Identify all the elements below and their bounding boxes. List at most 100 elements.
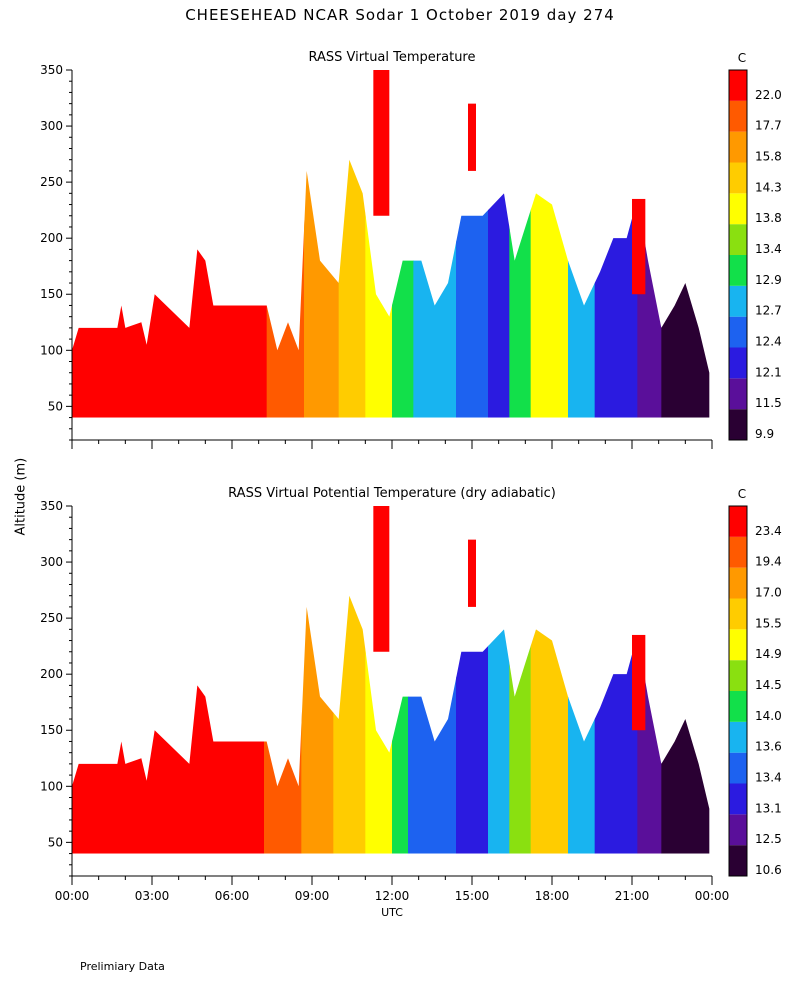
colorbar-swatch-1-1	[729, 378, 747, 410]
x-tick-label-8: 00:00	[695, 889, 730, 903]
x-tick-label-0: 00:00	[55, 889, 90, 903]
panel-2-title: RASS Virtual Potential Temperature (dry …	[228, 486, 556, 501]
colorbar-label-2-10: 19.4	[755, 555, 782, 569]
x-tick-label-3: 09:00	[295, 889, 330, 903]
heatmap-field-1	[72, 159, 710, 418]
colorbar-swatch-1-6	[729, 224, 747, 255]
heatmap-zone-1-13	[594, 159, 638, 418]
colorbar-swatch-1-0	[729, 409, 747, 440]
heatmap-patch-1-2	[468, 103, 476, 171]
heatmap-zone-2-13	[594, 595, 638, 854]
colorbar-swatch-1-4	[729, 285, 747, 317]
x-tick-label-7: 21:00	[615, 889, 650, 903]
heatmap-zone-2-15	[661, 595, 710, 854]
colorbar-label-2-7: 14.9	[755, 647, 782, 661]
colorbar-swatch-2-3	[729, 752, 747, 784]
heatmap-zone-2-7	[408, 595, 457, 854]
heatmap-zone-2-3	[301, 595, 334, 854]
heatmap-patch-1-1	[373, 70, 390, 216]
y-tick-label-1-350: 350	[40, 63, 63, 77]
colorbar-label-1-8: 14.3	[755, 180, 782, 194]
colorbar-label-2-3: 13.4	[755, 771, 782, 785]
colorbar-swatch-2-4	[729, 721, 747, 753]
colorbar-swatch-1-3	[729, 316, 747, 348]
y-tick-label-1-300: 300	[40, 119, 63, 133]
colorbar-unit-1: C	[738, 51, 746, 65]
colorbar-swatch-2-1	[729, 814, 747, 846]
colorbar-label-1-11: 22.0	[755, 88, 782, 102]
colorbar-swatch-2-6	[729, 660, 747, 691]
main-title: CHEESEHEAD NCAR Sodar 1 October 2019 day…	[185, 6, 615, 24]
heatmap-zone-2-4	[333, 595, 366, 854]
colorbar-label-1-2: 12.1	[755, 365, 782, 379]
colorbar-label-1-6: 13.4	[755, 242, 782, 256]
y-tick-label-2-350: 350	[40, 499, 63, 513]
colorbar-swatch-2-0	[729, 845, 747, 876]
heatmap-zone-1-2	[266, 159, 305, 418]
colorbar-frame-2	[728, 505, 748, 877]
heatmap-zone-1-3	[304, 159, 340, 418]
heatmap-zone-1-11	[530, 159, 569, 418]
y-tick-label-1-200: 200	[40, 231, 63, 245]
y-tick-label-2-50: 50	[48, 835, 63, 849]
colorbar-swatch-1-2	[729, 347, 747, 379]
y-tick-label-2-300: 300	[40, 555, 63, 569]
footnote: Prelimiary Data	[80, 960, 165, 973]
heatmap-zone-2-10	[509, 595, 532, 854]
colorbar-swatch-2-8	[729, 598, 747, 630]
colorbar-label-1-9: 15.8	[755, 150, 782, 164]
heatmap-zone-1-12	[568, 159, 596, 418]
heatmap-patch-2-1	[373, 506, 390, 652]
heatmap-patch-1-3	[632, 198, 646, 295]
y-tick-label-1-250: 250	[40, 175, 63, 189]
heatmap-zone-1-7	[413, 159, 457, 418]
colorbar-label-2-11: 23.4	[755, 524, 782, 538]
colorbar-label-2-6: 14.5	[755, 678, 782, 692]
colorbar-label-2-0: 10.6	[755, 863, 782, 877]
colorbar-swatch-1-11	[729, 70, 747, 101]
heatmap-zone-2-6	[392, 595, 409, 854]
y-tick-label-1-100: 100	[40, 343, 63, 357]
colorbar-swatch-1-5	[729, 255, 747, 286]
colorbar-label-1-7: 13.8	[755, 211, 782, 225]
x-axis-label: UTC	[381, 906, 403, 919]
colorbar-swatch-2-7	[729, 629, 747, 661]
colorbar-swatch-1-9	[729, 131, 747, 163]
heatmap-zone-2-12	[568, 595, 596, 854]
heatmap-zone-2-11	[530, 595, 569, 854]
y-tick-label-1-150: 150	[40, 287, 63, 301]
x-tick-label-6: 18:00	[535, 889, 570, 903]
colorbar-label-1-10: 17.7	[755, 119, 782, 133]
colorbar-label-2-4: 13.6	[755, 740, 782, 754]
colorbar-swatch-2-11	[729, 506, 747, 537]
heatmap-zone-2-9	[488, 595, 510, 854]
colorbar-swatch-1-8	[729, 162, 747, 194]
colorbar-label-2-2: 13.1	[755, 801, 782, 815]
heatmap-patch-2-2	[468, 539, 476, 607]
heatmap-zone-1-1	[72, 159, 268, 418]
heatmap-field-2	[72, 595, 710, 854]
heatmap-zone-1-4	[338, 159, 366, 418]
colorbar-label-1-1: 11.5	[755, 396, 782, 410]
y-tick-label-2-250: 250	[40, 611, 63, 625]
colorbar-label-1-4: 12.7	[755, 304, 782, 318]
x-tick-label-2: 06:00	[215, 889, 250, 903]
x-tick-label-5: 15:00	[455, 889, 490, 903]
x-tick-label-4: 12:00	[375, 889, 410, 903]
colorbar-label-1-3: 12.4	[755, 335, 782, 349]
colorbar-swatch-1-10	[729, 100, 747, 132]
colorbar-swatch-2-5	[729, 691, 747, 722]
colorbar-swatch-2-2	[729, 783, 747, 815]
y-tick-label-2-100: 100	[40, 779, 63, 793]
y-tick-label-2-150: 150	[40, 723, 63, 737]
heatmap-zone-2-1	[72, 595, 265, 854]
colorbar-swatch-1-7	[729, 193, 747, 225]
colorbar-frame-1	[728, 69, 748, 441]
colorbar-swatch-2-9	[729, 567, 747, 599]
heatmap-zone-1-9	[488, 159, 510, 418]
y-tick-label-1-50: 50	[48, 399, 63, 413]
panel-1-title: RASS Virtual Temperature	[308, 50, 476, 65]
heatmap-zone-1-10	[509, 159, 532, 418]
colorbar-label-2-9: 17.0	[755, 586, 782, 600]
colorbar-swatch-2-10	[729, 536, 747, 568]
